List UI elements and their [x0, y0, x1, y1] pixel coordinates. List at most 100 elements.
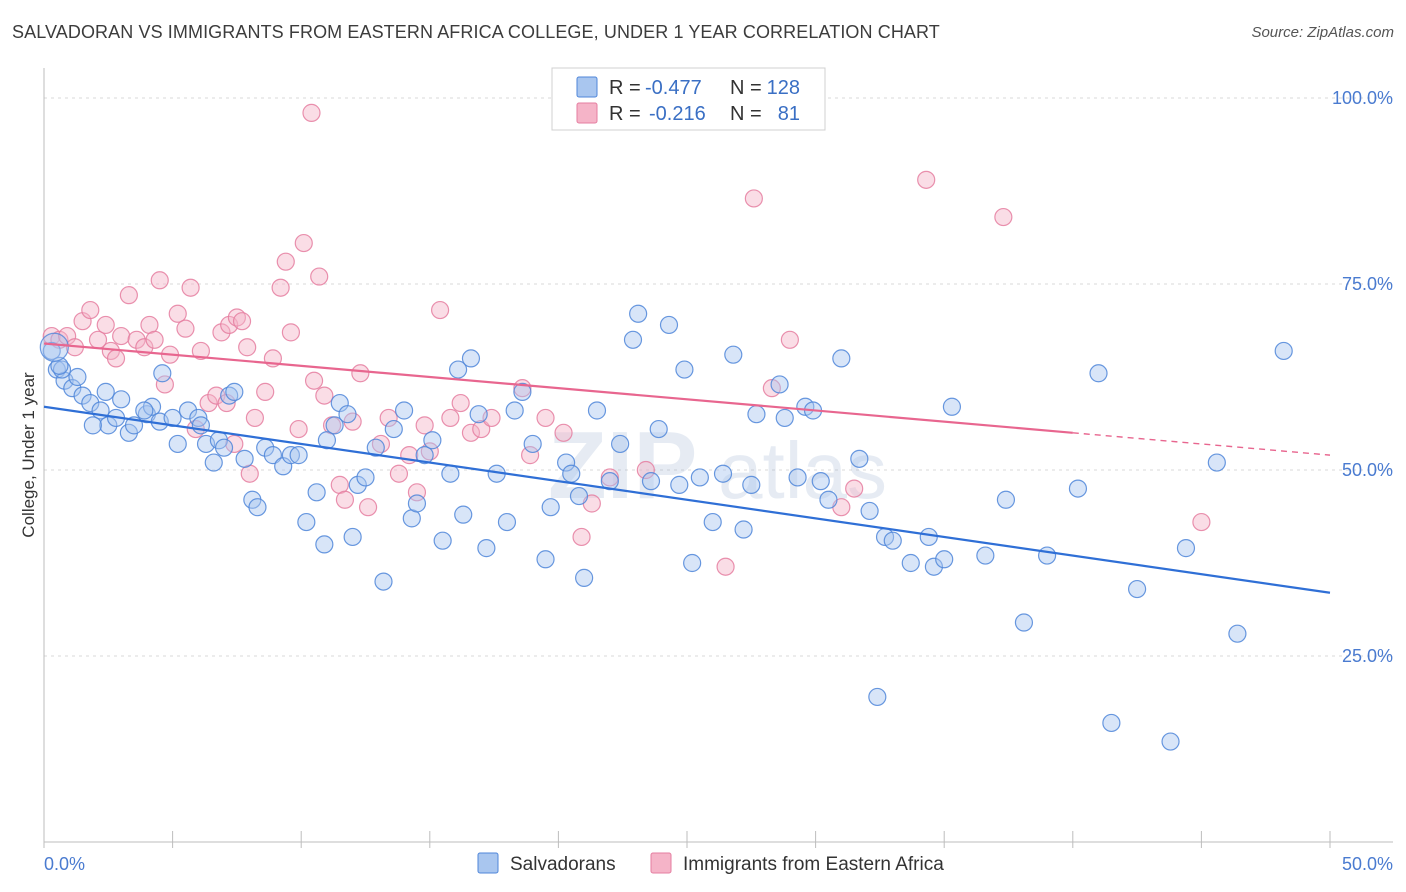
data-point	[289, 419, 308, 439]
data-point	[976, 546, 995, 565]
data-point	[744, 189, 763, 208]
data-point	[263, 446, 283, 465]
trend-line-immigrants-extension	[1072, 432, 1331, 456]
data-point	[238, 338, 257, 357]
data-point	[690, 468, 709, 487]
data-point	[351, 364, 370, 383]
data-point	[276, 252, 295, 271]
legend-label-salvadorans: Salvadorans	[510, 854, 616, 875]
data-point	[281, 323, 301, 342]
data-point	[683, 553, 702, 573]
y-tick-labels: 100.0% 75.0% 50.0% 25.0%	[1332, 88, 1393, 666]
data-point	[659, 315, 679, 335]
data-point	[819, 490, 838, 509]
data-point	[232, 312, 252, 331]
data-point	[358, 498, 378, 517]
data-point	[168, 434, 187, 454]
chart-title: SALVADORAN VS IMMIGRANTS FROM EASTERN AF…	[12, 22, 940, 42]
data-point	[155, 375, 174, 394]
data-point	[207, 386, 226, 405]
data-point	[994, 207, 1013, 227]
data-point	[703, 512, 722, 532]
data-point	[942, 397, 962, 416]
data-point	[384, 419, 403, 439]
stats-n-value-2: 81	[778, 103, 800, 125]
data-point	[1176, 539, 1196, 558]
data-point	[811, 472, 830, 491]
data-point	[742, 475, 761, 494]
data-point	[281, 446, 301, 465]
data-point	[81, 300, 100, 320]
y-tick-label: 25.0%	[1342, 646, 1393, 666]
y-tick-label: 75.0%	[1342, 274, 1393, 294]
legend: Salvadorans Immigrants from Eastern Afri…	[477, 852, 944, 875]
data-point	[42, 341, 61, 361]
data-point	[448, 360, 468, 379]
legend-swatch-immigrants	[650, 852, 672, 874]
data-point	[1014, 613, 1034, 632]
data-point	[924, 557, 944, 576]
data-point	[832, 349, 851, 368]
data-point	[430, 300, 450, 320]
data-point	[304, 371, 324, 390]
data-point	[569, 486, 589, 506]
data-point	[307, 483, 326, 502]
data-point	[572, 527, 591, 547]
data-point	[901, 553, 920, 573]
data-point	[1102, 713, 1121, 733]
data-point	[541, 498, 560, 517]
data-point	[670, 475, 689, 494]
data-point	[649, 419, 668, 439]
data-point	[245, 408, 265, 428]
data-point	[1089, 364, 1108, 383]
data-point	[636, 460, 655, 480]
data-point	[212, 323, 231, 342]
data-point	[713, 464, 733, 483]
data-point	[73, 386, 92, 405]
data-point	[68, 367, 87, 387]
data-point	[1127, 579, 1147, 599]
data-point	[150, 271, 169, 290]
data-point	[441, 464, 460, 483]
stats-swatch-pink	[576, 102, 598, 124]
data-point	[178, 401, 198, 420]
data-point	[562, 464, 581, 483]
axes	[43, 68, 1393, 848]
data-point	[454, 505, 473, 524]
x-tick-label-max: 50.0%	[1342, 854, 1393, 874]
data-point	[513, 382, 532, 401]
data-point	[917, 170, 936, 189]
series-salvadorans	[39, 304, 1293, 751]
data-point	[433, 531, 452, 550]
stats-r-value-1: -0.477	[645, 77, 702, 99]
data-point	[477, 539, 496, 558]
data-point	[868, 687, 887, 707]
data-point	[366, 438, 385, 457]
data-point	[587, 401, 607, 420]
data-point	[294, 233, 313, 253]
trend-line-immigrants	[43, 342, 1073, 434]
data-point	[734, 520, 753, 539]
data-point	[497, 512, 517, 532]
data-point	[135, 401, 154, 420]
stats-box: R = -0.477 N = 128 R = -0.216 N = 81	[551, 67, 826, 131]
data-point	[536, 408, 555, 428]
data-point	[204, 453, 223, 472]
data-point	[310, 267, 329, 286]
data-point	[348, 475, 367, 494]
data-point	[248, 498, 267, 517]
stats-r-value-2: -0.216	[649, 103, 706, 125]
data-point	[461, 423, 481, 442]
data-point	[472, 419, 491, 439]
data-point	[379, 408, 398, 428]
data-point	[315, 386, 334, 405]
data-point-cluster	[39, 332, 69, 362]
data-point	[747, 405, 766, 424]
data-point	[845, 479, 864, 498]
data-point	[335, 490, 355, 509]
data-point	[575, 568, 594, 587]
data-point	[1161, 732, 1180, 751]
data-point	[415, 416, 434, 435]
data-point	[716, 557, 735, 576]
